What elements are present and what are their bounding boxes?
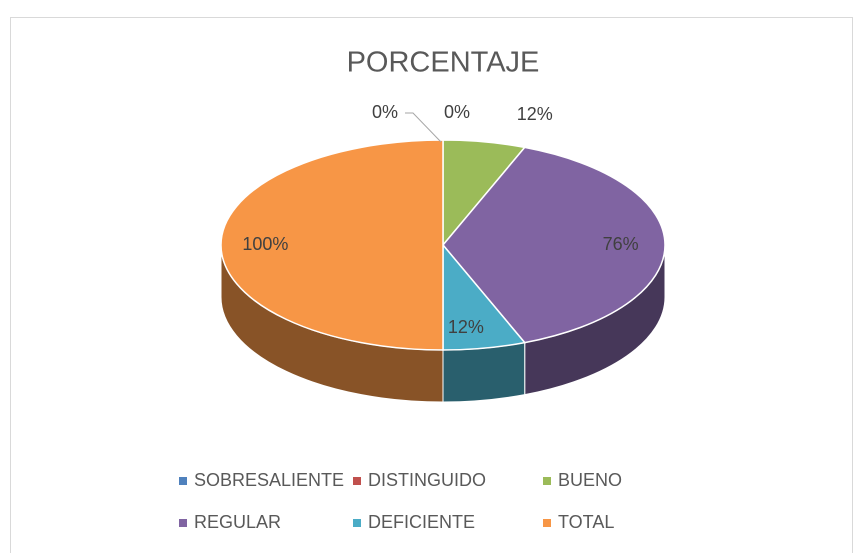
legend-swatch xyxy=(353,477,361,485)
data-label: 12% xyxy=(448,317,484,337)
legend-label: TOTAL xyxy=(558,512,614,532)
legend-swatch xyxy=(543,519,551,527)
data-label: 0% xyxy=(372,102,398,122)
pie-slice xyxy=(220,139,444,351)
chart-title: PORCENTAJE xyxy=(347,47,540,79)
pie-side xyxy=(442,342,526,403)
legend-swatch xyxy=(543,477,551,485)
legend-swatch xyxy=(179,519,187,527)
legend-swatch xyxy=(179,477,187,485)
data-label: 0% xyxy=(444,102,470,122)
legend-label: REGULAR xyxy=(194,512,281,532)
data-label: 12% xyxy=(517,104,553,124)
data-label: 100% xyxy=(242,234,288,254)
data-label: 76% xyxy=(603,234,639,254)
legend-swatch xyxy=(353,519,361,527)
legend-label: DISTINGUIDO xyxy=(368,470,486,490)
legend-label: BUENO xyxy=(558,470,622,490)
legend-label: DEFICIENTE xyxy=(368,512,475,532)
legend-label: SOBRESALIENTE xyxy=(194,470,344,490)
leader-line xyxy=(405,112,442,143)
pie-slice xyxy=(442,146,666,344)
